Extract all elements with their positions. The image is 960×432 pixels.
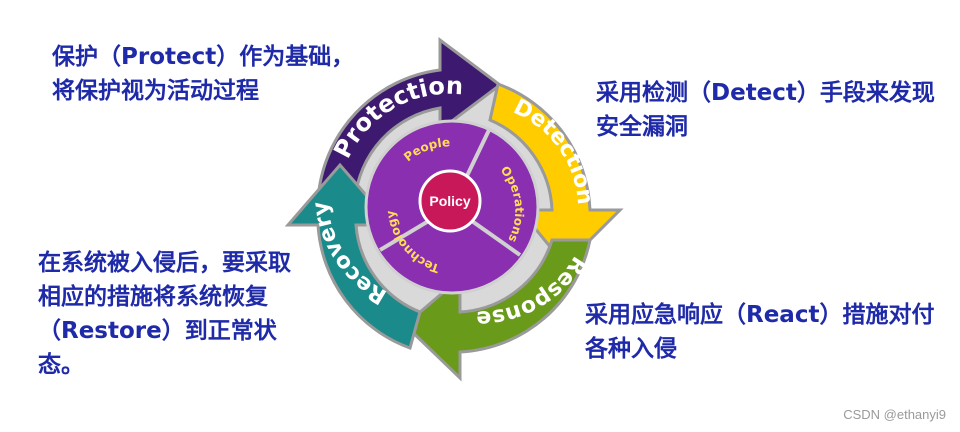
- policy-label: Policy: [429, 193, 470, 209]
- protection-arrow: [316, 37, 503, 202]
- watermark: CSDN @ethanyi9: [843, 407, 946, 422]
- recover-annotation: 在系统被入侵后，要采取相应的措施将系统恢复（Restore）到正常状态。: [38, 250, 291, 378]
- policy-center: [418, 169, 482, 233]
- recovery-arrow: [284, 162, 422, 350]
- react-annotation: 采用应急响应（React）措施对付各种入侵: [585, 302, 935, 362]
- protect-annotation: 保护（Protect）作为基础，将保护视为活动过程: [52, 44, 355, 104]
- detect-annotation: 采用检测（Detect）手段来发现安全漏洞: [596, 80, 935, 140]
- response-arrow: [402, 238, 592, 382]
- detection-arrow: [488, 82, 624, 268]
